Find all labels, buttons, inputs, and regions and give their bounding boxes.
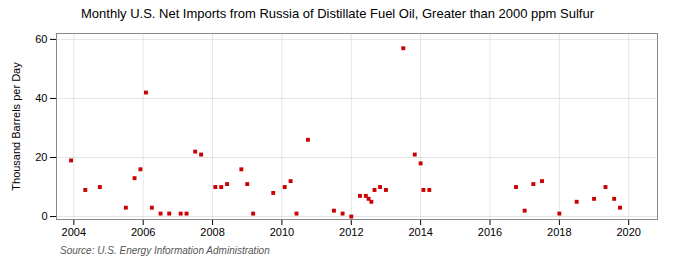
svg-text:2018: 2018 xyxy=(547,226,571,238)
svg-text:2016: 2016 xyxy=(478,226,502,238)
svg-text:40: 40 xyxy=(35,92,47,104)
html-text:Source: U.S. Energy Informatio: Source: U.S. Energy Information Administ… xyxy=(60,245,270,256)
svg-text:60: 60 xyxy=(35,33,47,45)
html-text:Monthly U.S. Net Imports from: Monthly U.S. Net Imports from Russia of … xyxy=(81,6,594,21)
svg-text:0: 0 xyxy=(41,210,47,222)
svg-text:2012: 2012 xyxy=(339,226,363,238)
svg-text:Thousand Barrels per Day: Thousand Barrels per Day xyxy=(10,62,22,191)
svg-text:20: 20 xyxy=(35,151,47,163)
svg-text:2014: 2014 xyxy=(408,226,432,238)
svg-text:2010: 2010 xyxy=(270,226,294,238)
svg-text:2006: 2006 xyxy=(131,226,155,238)
svg-text:2020: 2020 xyxy=(616,226,640,238)
svg-text:2004: 2004 xyxy=(62,226,86,238)
svg-text:2008: 2008 xyxy=(200,226,224,238)
